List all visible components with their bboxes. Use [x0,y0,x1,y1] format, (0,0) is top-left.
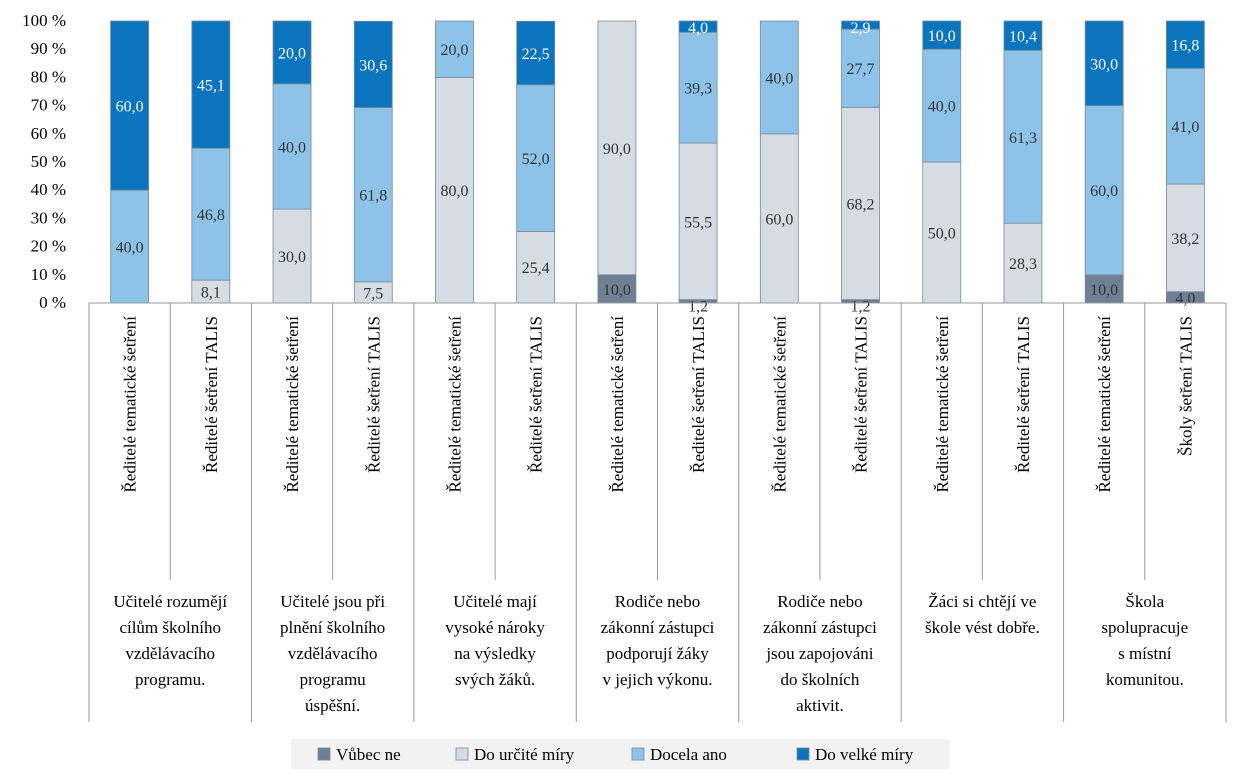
data-label: 25,4 [522,260,550,277]
data-label: 90,0 [603,141,631,158]
category-label: Ředitelé šetření TALIS [852,316,871,473]
category-label: Ředitelé šetření TALIS [527,316,546,473]
data-label: 2,9 [851,20,871,37]
data-label: 50,0 [928,226,956,243]
data-label: 60,0 [1090,183,1118,200]
category-label: Ředitelé tematické šetření [445,316,464,493]
category-label: Školy šetření TALIS [1176,316,1195,456]
category-label: Ředitelé tematické šetření [608,316,627,493]
category-label: Ředitelé šetření TALIS [1014,316,1033,473]
y-tick-label: 40 % [31,180,66,199]
legend: Vůbec ne Do určité míry Docela ano Do velké… [291,739,950,769]
y-tick-label: 30 % [31,208,66,227]
data-label: 20,0 [278,45,306,62]
data-label: 52,0 [522,151,550,168]
data-label: 41,0 [1171,119,1199,136]
group-label: Učitelé rozumějí cílům školního vzdělávací… [113,592,227,689]
y-tick-label: 10 % [31,265,66,284]
category-label: Ředitelé tematické šetření [283,316,302,493]
category-label: Ředitelé tematické šetření [933,316,952,493]
y-tick-label: 80 % [31,67,66,86]
category-label: Ředitelé šetření TALIS [689,316,708,473]
group-label: Učitelé mají vysoké nároky na výsledky svýc… [445,592,545,689]
data-label: 40,0 [765,70,793,87]
y-tick-label: 100 % [22,11,66,30]
data-label: 7,5 [363,285,383,302]
legend-swatch [456,748,468,760]
legend-swatch [632,748,644,760]
data-label: 30,6 [359,57,387,74]
data-label: 10,4 [1009,29,1037,46]
category-label: Ředitelé tematické šetření [121,316,140,493]
data-label: 27,7 [847,61,875,78]
legend-label: Vůbec ne [336,745,401,764]
data-label: 16,8 [1171,38,1199,55]
y-tick-label: 0 % [39,293,66,312]
data-label: 4,0 [1175,291,1195,308]
data-label: 10,0 [1090,282,1118,299]
data-label: 60,0 [116,99,144,116]
bars: 40,0 60,0 8,1 46,8 45,1 30,0 40,0 20,0 7,5 61,8 30… [111,20,1205,316]
category-label: Ředitelé šetření TALIS [364,316,383,473]
y-tick-label: 50 % [31,152,66,171]
data-label: 61,3 [1009,130,1037,147]
y-tick-label: 90 % [31,39,66,58]
data-label: 38,2 [1171,231,1199,248]
group-label: Škola spolupracuje s místní komunitou. [1101,592,1188,689]
data-label: 46,8 [197,207,225,224]
data-label: 68,2 [847,196,875,213]
legend-swatch [318,748,330,760]
data-label: 40,0 [928,99,956,116]
data-label: 10,0 [928,28,956,45]
data-label: 39,3 [684,81,712,98]
data-label: 20,0 [440,42,468,59]
data-label: 40,0 [278,139,306,156]
data-label: 80,0 [440,183,468,200]
group-label: Rodiče nebo zákonní zástupci jsou zapojová… [763,592,877,715]
legend-label: Docela ano [650,745,727,764]
data-label: 1,2 [688,299,708,316]
data-label: 40,0 [116,240,144,257]
data-label: 4,0 [688,20,708,37]
data-label: 28,3 [1009,256,1037,273]
category-label: Ředitelé tematické šetření [770,316,789,493]
x-axis: Ředitelé tematické šetření Ředitelé šetře… [89,303,1226,722]
category-label: Ředitelé tematické šetření [1095,316,1114,493]
category-label: Ředitelé šetření TALIS [202,316,221,473]
data-label: 8,1 [201,285,221,302]
y-tick-label: 20 % [31,237,66,256]
data-label: 60,0 [765,211,793,228]
data-label: 30,0 [278,249,306,266]
group-label: Rodiče nebo zákonní zástupci podporují žák… [601,592,715,689]
data-label: 30,0 [1090,56,1118,73]
y-axis: 0 % 10 % 20 % 30 % 40 % 50 % 60 % 70 % 80 % 90 % 1… [22,11,66,312]
group-label: Žáci si chtějí ve škole vést dobře. [925,592,1040,637]
data-label: 22,5 [522,46,550,63]
data-label: 55,5 [684,214,712,231]
legend-swatch [797,748,809,760]
data-label: 45,1 [197,78,225,95]
y-tick-label: 70 % [31,96,66,115]
y-tick-label: 60 % [31,124,66,143]
data-label: 61,8 [359,188,387,205]
group-label: Učitelé jsou při plnění školního vzdělávac… [280,592,385,715]
legend-label: Do velké míry [815,745,914,764]
data-label: 1,2 [851,299,871,316]
data-label: 10,0 [603,282,631,299]
legend-label: Do určité míry [474,745,575,764]
